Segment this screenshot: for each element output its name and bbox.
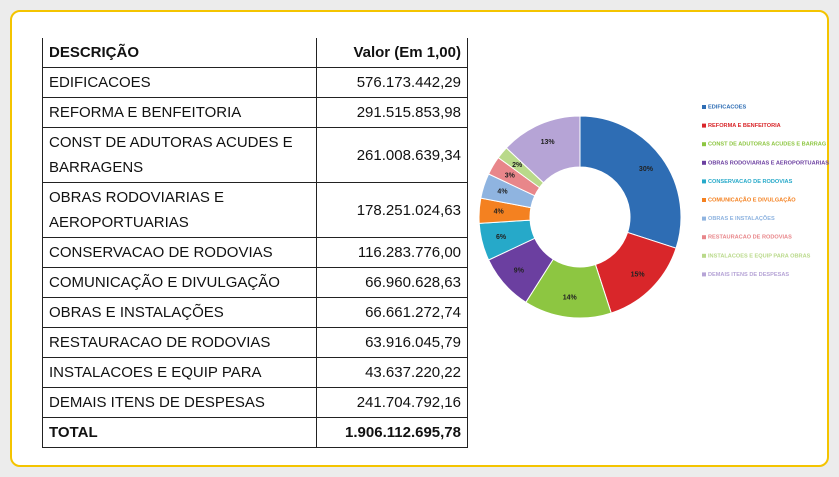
- description-cell: TOTAL: [42, 417, 317, 448]
- legend-swatch: [702, 160, 706, 165]
- description-cell: RESTAURACAO DE RODOVIAS: [42, 327, 317, 358]
- description-cell: CONSERVACAO DE RODOVIAS: [42, 237, 317, 268]
- legend-label: DEMAIS ITENS DE DESPESAS: [708, 272, 789, 278]
- slice-label: 15%: [631, 271, 646, 278]
- table-row: CONST DE ADUTORAS ACUDES E BARRAGENS 261.…: [42, 127, 468, 183]
- legend-swatch: [702, 105, 706, 109]
- legend-label: REFORMA E BENFEITORIA: [708, 123, 781, 129]
- legend-swatch: [702, 123, 706, 128]
- legend-swatch: [702, 216, 706, 221]
- legend-label: OBRAS RODOVIARIAS E AEROPORTUARIAS: [708, 160, 829, 166]
- description-cell: COMUNICAÇÃO E DIVULGAÇÃO: [42, 267, 317, 298]
- description-cell: DESCRIÇÃO: [42, 38, 317, 68]
- table-row: COMUNICAÇÃO E DIVULGAÇÃO 66.960.628,63: [42, 267, 468, 298]
- value-cell: 63.916.045,79: [316, 327, 468, 358]
- legend-swatch: [702, 235, 706, 240]
- description-cell: OBRAS RODOVIARIAS E AEROPORTUARIAS: [42, 182, 317, 238]
- value-cell: 116.283.776,00: [316, 237, 468, 268]
- value-cell: 66.960.628,63: [316, 267, 468, 298]
- value-cell: 291.515.853,98: [316, 97, 468, 128]
- table-row: OBRAS RODOVIARIAS E AEROPORTUARIAS 178.25…: [42, 182, 468, 238]
- legend-label: CONST DE ADUTORAS ACUDES E BARRAG: [708, 142, 826, 148]
- slice-label: 9%: [514, 268, 525, 275]
- value-cell: 178.251.024,63: [316, 182, 468, 238]
- legend-swatch: [702, 272, 706, 277]
- table-row: INSTALACOES E EQUIP PARA 43.637.220,22: [42, 357, 468, 388]
- slice-label: 3%: [505, 172, 516, 179]
- slice-label: 6%: [496, 234, 507, 241]
- slice-label: 4%: [494, 209, 505, 216]
- value-cell: 43.637.220,22: [316, 357, 468, 388]
- legend-label: CONSERVACAO DE RODOVIAS: [708, 179, 793, 185]
- description-cell: CONST DE ADUTORAS ACUDES E BARRAGENS: [42, 127, 317, 183]
- legend-swatch: [702, 198, 706, 202]
- slice-label: 14%: [563, 295, 578, 302]
- legend-swatch: [702, 253, 706, 258]
- legend-label: EDIFICACOES: [708, 104, 746, 110]
- table-row: CONSERVACAO DE RODOVIAS 116.283.776,00: [42, 237, 468, 268]
- table-row: RESTAURACAO DE RODOVIAS 63.916.045,79: [42, 327, 468, 358]
- table-row: DESCRIÇÃO Valor (Em 1,00): [42, 38, 468, 68]
- legend-swatch: [702, 142, 706, 147]
- donut-slice: [579, 115, 682, 249]
- legend-label: OBRAS E INSTALAÇÕES: [708, 215, 775, 222]
- table-row: TOTAL 1.906.112.695,78: [42, 417, 468, 448]
- expense-table: DESCRIÇÃO Valor (Em 1,00) EDIFICACOES 576.1…: [42, 38, 468, 448]
- legend-label: RESTAURACAO DE RODOVIAS: [708, 235, 792, 241]
- slice-label: 4%: [497, 189, 508, 196]
- description-cell: DEMAIS ITENS DE DESPESAS: [42, 387, 317, 418]
- value-cell: Valor (Em 1,00): [316, 38, 468, 68]
- table-row: REFORMA E BENFEITORIA 291.515.853,98: [42, 97, 468, 128]
- description-cell: REFORMA E BENFEITORIA: [42, 97, 317, 128]
- value-cell: 261.008.639,34: [316, 127, 468, 183]
- legend-label: INSTALACOES E EQUIP PARA OBRAS: [708, 253, 811, 259]
- slice-label: 2%: [512, 162, 523, 169]
- donut-slice: [505, 115, 581, 184]
- legend-swatch: [702, 179, 706, 184]
- slice-label: 13%: [541, 139, 556, 146]
- value-cell: 576.173.442,29: [316, 67, 468, 98]
- slice-label: 30%: [639, 166, 654, 173]
- legend-label: COMUNICAÇÃO E DIVULGAÇÃO: [708, 196, 796, 203]
- panel: DESCRIÇÃO Valor (Em 1,00) EDIFICACOES 576.1…: [10, 10, 829, 467]
- value-cell: 1.906.112.695,78: [316, 417, 468, 448]
